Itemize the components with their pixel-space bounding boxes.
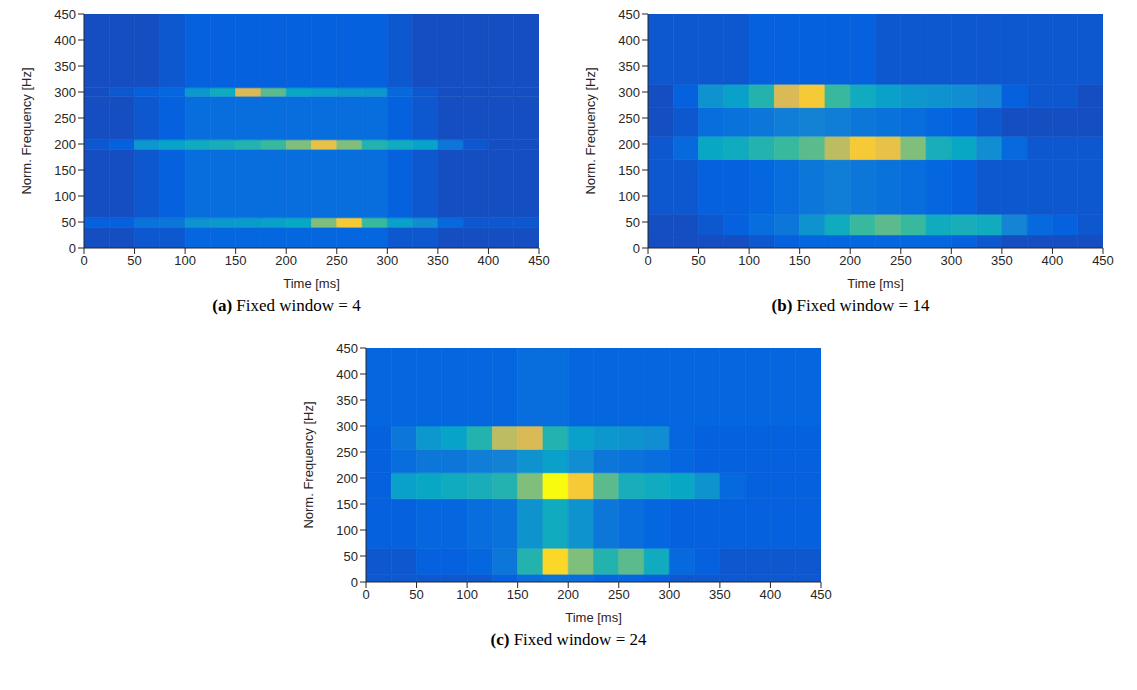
svg-text:250: 250 [608, 587, 630, 602]
svg-text:50: 50 [691, 253, 705, 268]
svg-text:Norm. Frequency [Hz]: Norm. Frequency [Hz] [301, 401, 316, 528]
svg-text:100: 100 [54, 189, 76, 204]
svg-text:400: 400 [54, 33, 76, 48]
svg-text:400: 400 [478, 253, 500, 268]
svg-text:350: 350 [427, 253, 449, 268]
svg-text:300: 300 [658, 587, 680, 602]
svg-text:50: 50 [626, 215, 640, 230]
svg-text:50: 50 [344, 549, 358, 564]
svg-text:400: 400 [760, 587, 782, 602]
svg-text:Norm. Frequency [Hz]: Norm. Frequency [Hz] [583, 67, 598, 194]
svg-text:200: 200 [336, 471, 358, 486]
svg-text:450: 450 [336, 341, 358, 356]
svg-text:300: 300 [336, 419, 358, 434]
svg-text:200: 200 [618, 137, 640, 152]
svg-text:300: 300 [618, 85, 640, 100]
svg-text:250: 250 [890, 253, 912, 268]
svg-text:Time [ms]: Time [ms] [847, 276, 904, 291]
html-text:(b) Fixed window = 14: (b) Fixed window = 14 [771, 296, 930, 315]
svg-text:450: 450 [618, 7, 640, 22]
svg-text:50: 50 [409, 587, 423, 602]
svg-text:100: 100 [456, 587, 478, 602]
svg-text:250: 250 [326, 253, 348, 268]
svg-text:100: 100 [618, 189, 640, 204]
svg-text:150: 150 [225, 253, 247, 268]
svg-text:0: 0 [80, 253, 87, 268]
svg-text:100: 100 [738, 253, 760, 268]
svg-text:200: 200 [54, 137, 76, 152]
svg-text:150: 150 [789, 253, 811, 268]
svg-text:150: 150 [618, 163, 640, 178]
svg-text:400: 400 [1042, 253, 1064, 268]
svg-text:400: 400 [336, 367, 358, 382]
svg-text:450: 450 [54, 7, 76, 22]
svg-text:200: 200 [557, 587, 579, 602]
svg-text:150: 150 [54, 163, 76, 178]
svg-text:450: 450 [810, 587, 832, 602]
html-text:(c) Fixed window = 24: (c) Fixed window = 24 [490, 630, 647, 649]
svg-text:100: 100 [174, 253, 196, 268]
svg-text:450: 450 [528, 253, 550, 268]
svg-text:0: 0 [633, 241, 640, 256]
svg-text:350: 350 [709, 587, 731, 602]
svg-text:250: 250 [54, 111, 76, 126]
svg-text:450: 450 [1092, 253, 1114, 268]
svg-text:100: 100 [336, 523, 358, 538]
svg-text:350: 350 [991, 253, 1013, 268]
svg-text:Time [ms]: Time [ms] [283, 276, 340, 291]
svg-text:50: 50 [62, 215, 76, 230]
svg-text:0: 0 [69, 241, 76, 256]
svg-text:0: 0 [362, 587, 369, 602]
svg-text:250: 250 [618, 111, 640, 126]
svg-text:0: 0 [644, 253, 651, 268]
svg-text:350: 350 [618, 59, 640, 74]
svg-text:50: 50 [127, 253, 141, 268]
svg-text:150: 150 [507, 587, 529, 602]
svg-text:200: 200 [839, 253, 861, 268]
svg-text:0: 0 [351, 575, 358, 590]
svg-text:300: 300 [54, 85, 76, 100]
svg-text:350: 350 [54, 59, 76, 74]
svg-text:250: 250 [336, 445, 358, 460]
svg-text:400: 400 [618, 33, 640, 48]
html-text:(a) Fixed window = 4: (a) Fixed window = 4 [212, 296, 361, 315]
svg-text:Norm. Frequency [Hz]: Norm. Frequency [Hz] [19, 67, 34, 194]
svg-text:Time [ms]: Time [ms] [565, 610, 622, 625]
svg-text:150: 150 [336, 497, 358, 512]
svg-text:300: 300 [376, 253, 398, 268]
svg-text:300: 300 [940, 253, 962, 268]
svg-text:200: 200 [275, 253, 297, 268]
svg-text:350: 350 [336, 393, 358, 408]
